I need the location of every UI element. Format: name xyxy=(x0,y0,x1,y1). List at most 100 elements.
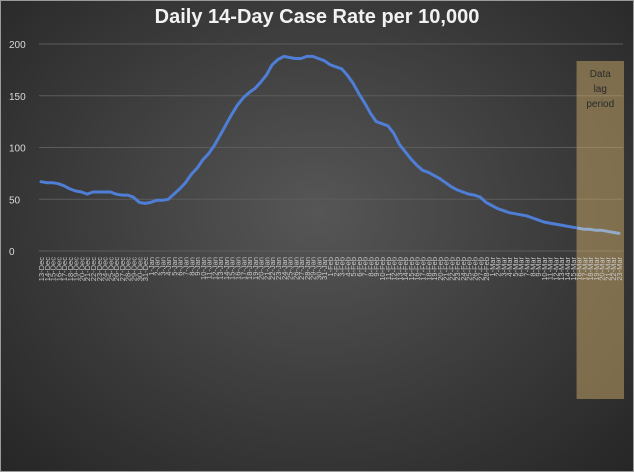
lag-annotation-word: lag xyxy=(594,84,607,95)
x-tick-label: 27-Dec xyxy=(118,257,127,281)
x-tick-label: 13-Feb xyxy=(395,257,404,281)
x-tick-label: 4-Mar xyxy=(505,257,514,277)
x-tick-label: 1-Feb xyxy=(326,257,335,277)
x-tick-label: 29-Dec xyxy=(129,257,138,281)
x-tick-label: 14-Jan xyxy=(222,257,231,280)
x-tick-label: 24-Feb xyxy=(459,257,468,281)
x-tick-label: 28-Dec xyxy=(124,257,133,281)
x-tick-label: 15-Jan xyxy=(228,257,237,280)
x-tick-label: 30-Jan xyxy=(314,257,323,280)
x-tick-label: 19-Feb xyxy=(430,257,439,281)
x-tick-label: 27-Jan xyxy=(297,257,306,280)
x-tick-label: 25-Jan xyxy=(286,257,295,280)
x-tick-label: 21-Dec xyxy=(83,257,92,281)
x-tick-label: 15-Feb xyxy=(407,257,416,281)
x-tick-label: 3-Jan xyxy=(158,257,167,276)
x-tick-label: 18-Dec xyxy=(66,257,75,281)
x-tick-label: 12-Mar xyxy=(551,257,560,281)
x-tick-label: 23-Feb xyxy=(453,257,462,281)
x-tick-label: 21-Mar xyxy=(603,257,612,281)
x-tick-label: 26-Feb xyxy=(471,257,480,281)
x-tick-label: 31-Dec xyxy=(141,257,150,281)
x-tick-label: 24-Jan xyxy=(280,257,289,280)
x-tick-label: 31-Jan xyxy=(320,257,329,280)
x-tick-label: 12-Jan xyxy=(210,257,219,280)
chart-title: Daily 14-Day Case Rate per 10,000 xyxy=(154,6,480,28)
y-tick-label-200: 200 xyxy=(9,40,26,51)
x-tick-label: 23-Dec xyxy=(95,257,104,281)
x-tick-label: 6-Mar xyxy=(517,257,526,277)
x-tick-label: 20-Jan xyxy=(257,257,266,280)
x-tick-label: 15-Dec xyxy=(49,257,58,281)
x-tick-label: 17-Dec xyxy=(60,257,69,281)
x-tick-label: 18-Feb xyxy=(424,257,433,281)
y-tick-label-50: 50 xyxy=(9,195,21,206)
x-tick-label: 21-Feb xyxy=(442,257,451,281)
x-tick-label: 8-Mar xyxy=(528,257,537,277)
x-tick-label: 8-Jan xyxy=(187,257,196,276)
x-tick-label: 5-Jan xyxy=(170,257,179,276)
x-tick-label: 30-Dec xyxy=(135,257,144,281)
x-tick-label: 17-Mar xyxy=(580,257,589,281)
x-tick-label: 27-Feb xyxy=(476,257,485,281)
x-tick-label: 29-Jan xyxy=(309,257,318,280)
x-tick-label: 23-Mar xyxy=(615,257,624,281)
x-tick-label: 4-Feb xyxy=(343,257,352,277)
x-tick-label: 17-Feb xyxy=(418,257,427,281)
y-tick-label-150: 150 xyxy=(9,92,26,103)
x-tick-label: 22-Jan xyxy=(268,257,277,280)
x-tick-label: 9-Feb xyxy=(372,257,381,277)
x-tick-label: 25-Feb xyxy=(465,257,474,281)
x-tick-label: 2-Jan xyxy=(153,257,162,276)
x-tick-label: 20-Mar xyxy=(598,257,607,281)
x-tick-label: 12-Feb xyxy=(390,257,399,281)
series-line xyxy=(39,54,580,230)
x-tick-label: 9-Jan xyxy=(193,257,202,276)
x-tick-label: 20-Feb xyxy=(436,257,445,281)
lag-annotation-word: Data xyxy=(590,69,612,80)
x-tick-label: 13-Mar xyxy=(557,257,566,281)
x-tick-label: 9-Mar xyxy=(534,257,543,277)
x-tick-label: 13-Jan xyxy=(216,257,225,280)
x-tick-label: 18-Jan xyxy=(245,257,254,280)
x-tick-label: 18-Mar xyxy=(586,257,595,281)
x-tick-label: 23-Jan xyxy=(274,257,283,280)
x-tick-label: 22-Mar xyxy=(609,257,618,281)
x-tick-label: 10-Feb xyxy=(378,257,387,281)
x-tick-label: 10-Jan xyxy=(199,257,208,280)
x-tick-label: 7-Mar xyxy=(523,257,532,277)
x-tick-label: 22-Dec xyxy=(89,257,98,281)
x-tick-label: 16-Mar xyxy=(575,257,584,281)
x-tick-label: 3-Mar xyxy=(499,257,508,277)
x-tick-label: 5-Feb xyxy=(349,257,358,277)
x-tick-label: 22-Feb xyxy=(447,257,456,281)
x-tick-label: 16-Feb xyxy=(413,257,422,281)
x-tick-label: 20-Dec xyxy=(77,257,86,281)
x-tick-label: 16-Dec xyxy=(54,257,63,281)
x-tick-label: 19-Dec xyxy=(72,257,81,281)
series-line-lag xyxy=(577,226,621,235)
x-tick-label: 10-Mar xyxy=(540,257,549,281)
x-tick-label: 11-Jan xyxy=(205,257,214,279)
x-tick-label: 11-Mar xyxy=(546,257,555,281)
y-tick-label-0: 0 xyxy=(9,247,15,258)
x-tick-label: 4-Jan xyxy=(164,257,173,276)
x-tick-label: 2-Mar xyxy=(494,257,503,277)
x-tick-label: 14-Feb xyxy=(401,257,410,281)
x-tick-label: 28-Jan xyxy=(303,257,312,280)
x-tick-label: 13-Dec xyxy=(37,257,46,281)
lag-annotation-word: period xyxy=(586,99,614,110)
x-tick-label: 3-Feb xyxy=(338,257,347,277)
x-tick-label: 25-Dec xyxy=(106,257,115,281)
x-tick-label: 16-Jan xyxy=(234,257,243,280)
y-tick-label-100: 100 xyxy=(9,144,26,155)
x-tick-label: 15-Mar xyxy=(569,257,578,281)
x-tick-label: 1-Jan xyxy=(147,257,156,276)
x-tick-label: 26-Jan xyxy=(291,257,300,280)
x-tick-label: 19-Mar xyxy=(592,257,601,281)
x-tick-label: 6-Feb xyxy=(355,257,364,277)
x-tick-label: 7-Jan xyxy=(182,257,191,276)
x-tick-label: 14-Mar xyxy=(563,257,572,281)
x-tick-label: 28-Feb xyxy=(482,257,491,281)
